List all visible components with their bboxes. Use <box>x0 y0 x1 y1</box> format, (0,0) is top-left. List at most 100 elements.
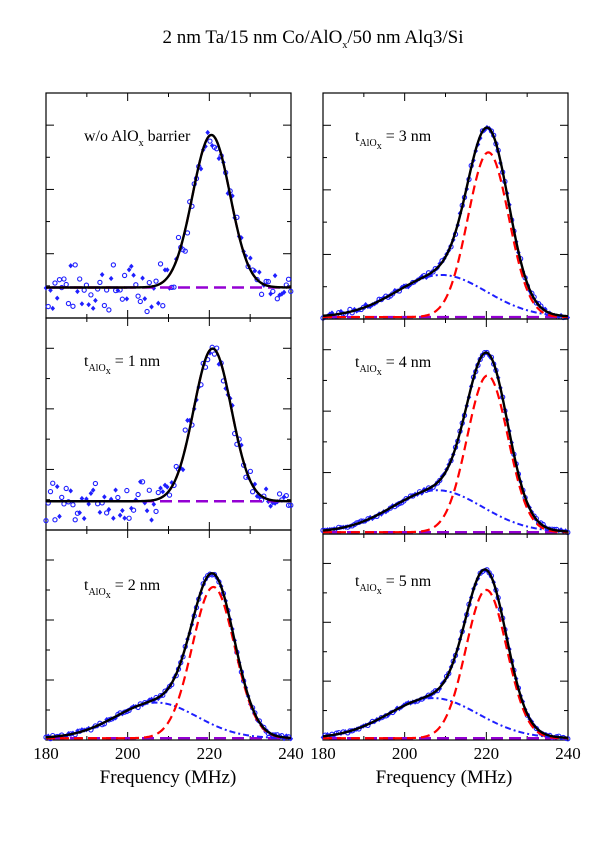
panel-label-part: t <box>355 128 360 145</box>
data-point <box>61 276 67 282</box>
data-point <box>137 298 143 305</box>
main-peak-curve <box>323 374 569 534</box>
data-point <box>182 248 188 254</box>
panel-label: w/o AlOx barrier <box>84 128 191 149</box>
main-peak-curve <box>46 133 291 289</box>
data-point <box>52 280 58 286</box>
data-point <box>285 502 292 508</box>
data-point <box>263 486 269 492</box>
data-points <box>43 129 294 315</box>
data-point <box>263 278 269 285</box>
panel-right-middle: tAlOx = 4 nm <box>320 318 571 536</box>
data-point <box>252 268 258 274</box>
data-point <box>65 300 72 307</box>
data-point <box>90 487 96 493</box>
data-point <box>276 491 283 497</box>
panel-label-subscript: AlO <box>88 587 105 598</box>
data-point <box>207 138 213 144</box>
panel-label-subscript: AlO <box>359 364 376 375</box>
data-point <box>50 480 56 486</box>
panel-label-part: w/o AlO <box>84 128 139 145</box>
data-point <box>277 292 282 298</box>
x-axis-title-right: Frequency (MHz) <box>376 767 513 788</box>
panel-label-part: = 3 nm <box>382 128 432 145</box>
data-point <box>133 497 139 503</box>
data-point <box>72 262 78 268</box>
data-point <box>162 267 168 273</box>
data-point <box>158 485 163 491</box>
total-fit-curve <box>322 568 569 739</box>
data-point <box>151 501 157 507</box>
data-point <box>254 276 260 283</box>
data-point <box>88 490 94 496</box>
panel-label-part: = 1 nm <box>111 353 161 370</box>
data-point <box>140 275 145 281</box>
x-tick-label: 180 <box>310 744 336 763</box>
x-tick-label: 200 <box>115 744 141 763</box>
data-point <box>119 296 126 302</box>
panel-label-part: = 5 nm <box>382 573 432 590</box>
panel-label: tAlOx = 1 nm <box>84 353 161 377</box>
data-point <box>437 477 443 484</box>
data-point <box>147 697 152 703</box>
data-point <box>54 295 60 301</box>
data-point <box>252 481 258 487</box>
data-point <box>106 307 112 313</box>
data-point <box>155 489 161 496</box>
data-point <box>142 296 148 302</box>
data-point <box>272 273 278 279</box>
panel-label: tAlOx = 2 nm <box>84 577 161 601</box>
data-point <box>113 487 118 493</box>
data-point <box>419 490 425 496</box>
panel-left-top: w/o AlOx barrier <box>43 92 294 319</box>
data-point <box>239 235 244 241</box>
data-point <box>108 275 114 282</box>
x-tick-label: 220 <box>197 744 223 763</box>
data-point <box>70 502 76 508</box>
data-point <box>258 291 265 297</box>
panel-label-subscript: x <box>377 141 382 152</box>
total-fit-curve <box>322 351 569 533</box>
data-point <box>175 234 182 241</box>
data-point <box>92 480 99 487</box>
data-point <box>198 166 204 172</box>
panel-label-subscript: x <box>139 138 144 149</box>
panel-frame <box>322 533 569 741</box>
data-point <box>129 263 134 269</box>
data-point <box>77 276 83 282</box>
panel-right-bottom: 180 200 220 240 tAlOx = 5 nm <box>310 533 581 763</box>
data-point <box>68 488 74 494</box>
x-tick-label: 200 <box>392 744 418 763</box>
data-point <box>288 502 294 508</box>
data-point <box>149 517 154 523</box>
data-point <box>101 302 108 309</box>
data-point <box>48 287 53 293</box>
panel-frame <box>45 92 292 319</box>
data-point <box>117 512 123 518</box>
data-point <box>52 517 58 523</box>
data-point <box>157 261 164 267</box>
data-point <box>70 303 76 309</box>
data-point <box>121 272 128 279</box>
data-point <box>164 267 170 273</box>
panel-label-subscript: x <box>106 366 111 377</box>
data-point <box>63 485 69 492</box>
total-fit-curve <box>46 133 291 289</box>
x-tick-label: 240 <box>278 744 304 763</box>
data-point <box>164 484 170 490</box>
data-point <box>79 495 85 502</box>
panel-left-middle: tAlOx = 1 nm <box>43 317 294 531</box>
figure-title: 2 nm Ta/15 nm Co/AlOx/50 nm Alq3/Si <box>162 27 463 51</box>
data-point <box>97 509 103 515</box>
panel-label-part: t <box>355 573 360 590</box>
panel-label-part: = 4 nm <box>382 354 432 371</box>
panel-label-part: t <box>355 354 360 371</box>
data-point <box>153 508 159 515</box>
x-tick-label: 240 <box>555 744 581 763</box>
data-point <box>115 494 121 501</box>
data-point <box>139 479 146 485</box>
data-point <box>281 289 287 295</box>
data-points <box>320 567 571 742</box>
data-point <box>56 277 63 283</box>
